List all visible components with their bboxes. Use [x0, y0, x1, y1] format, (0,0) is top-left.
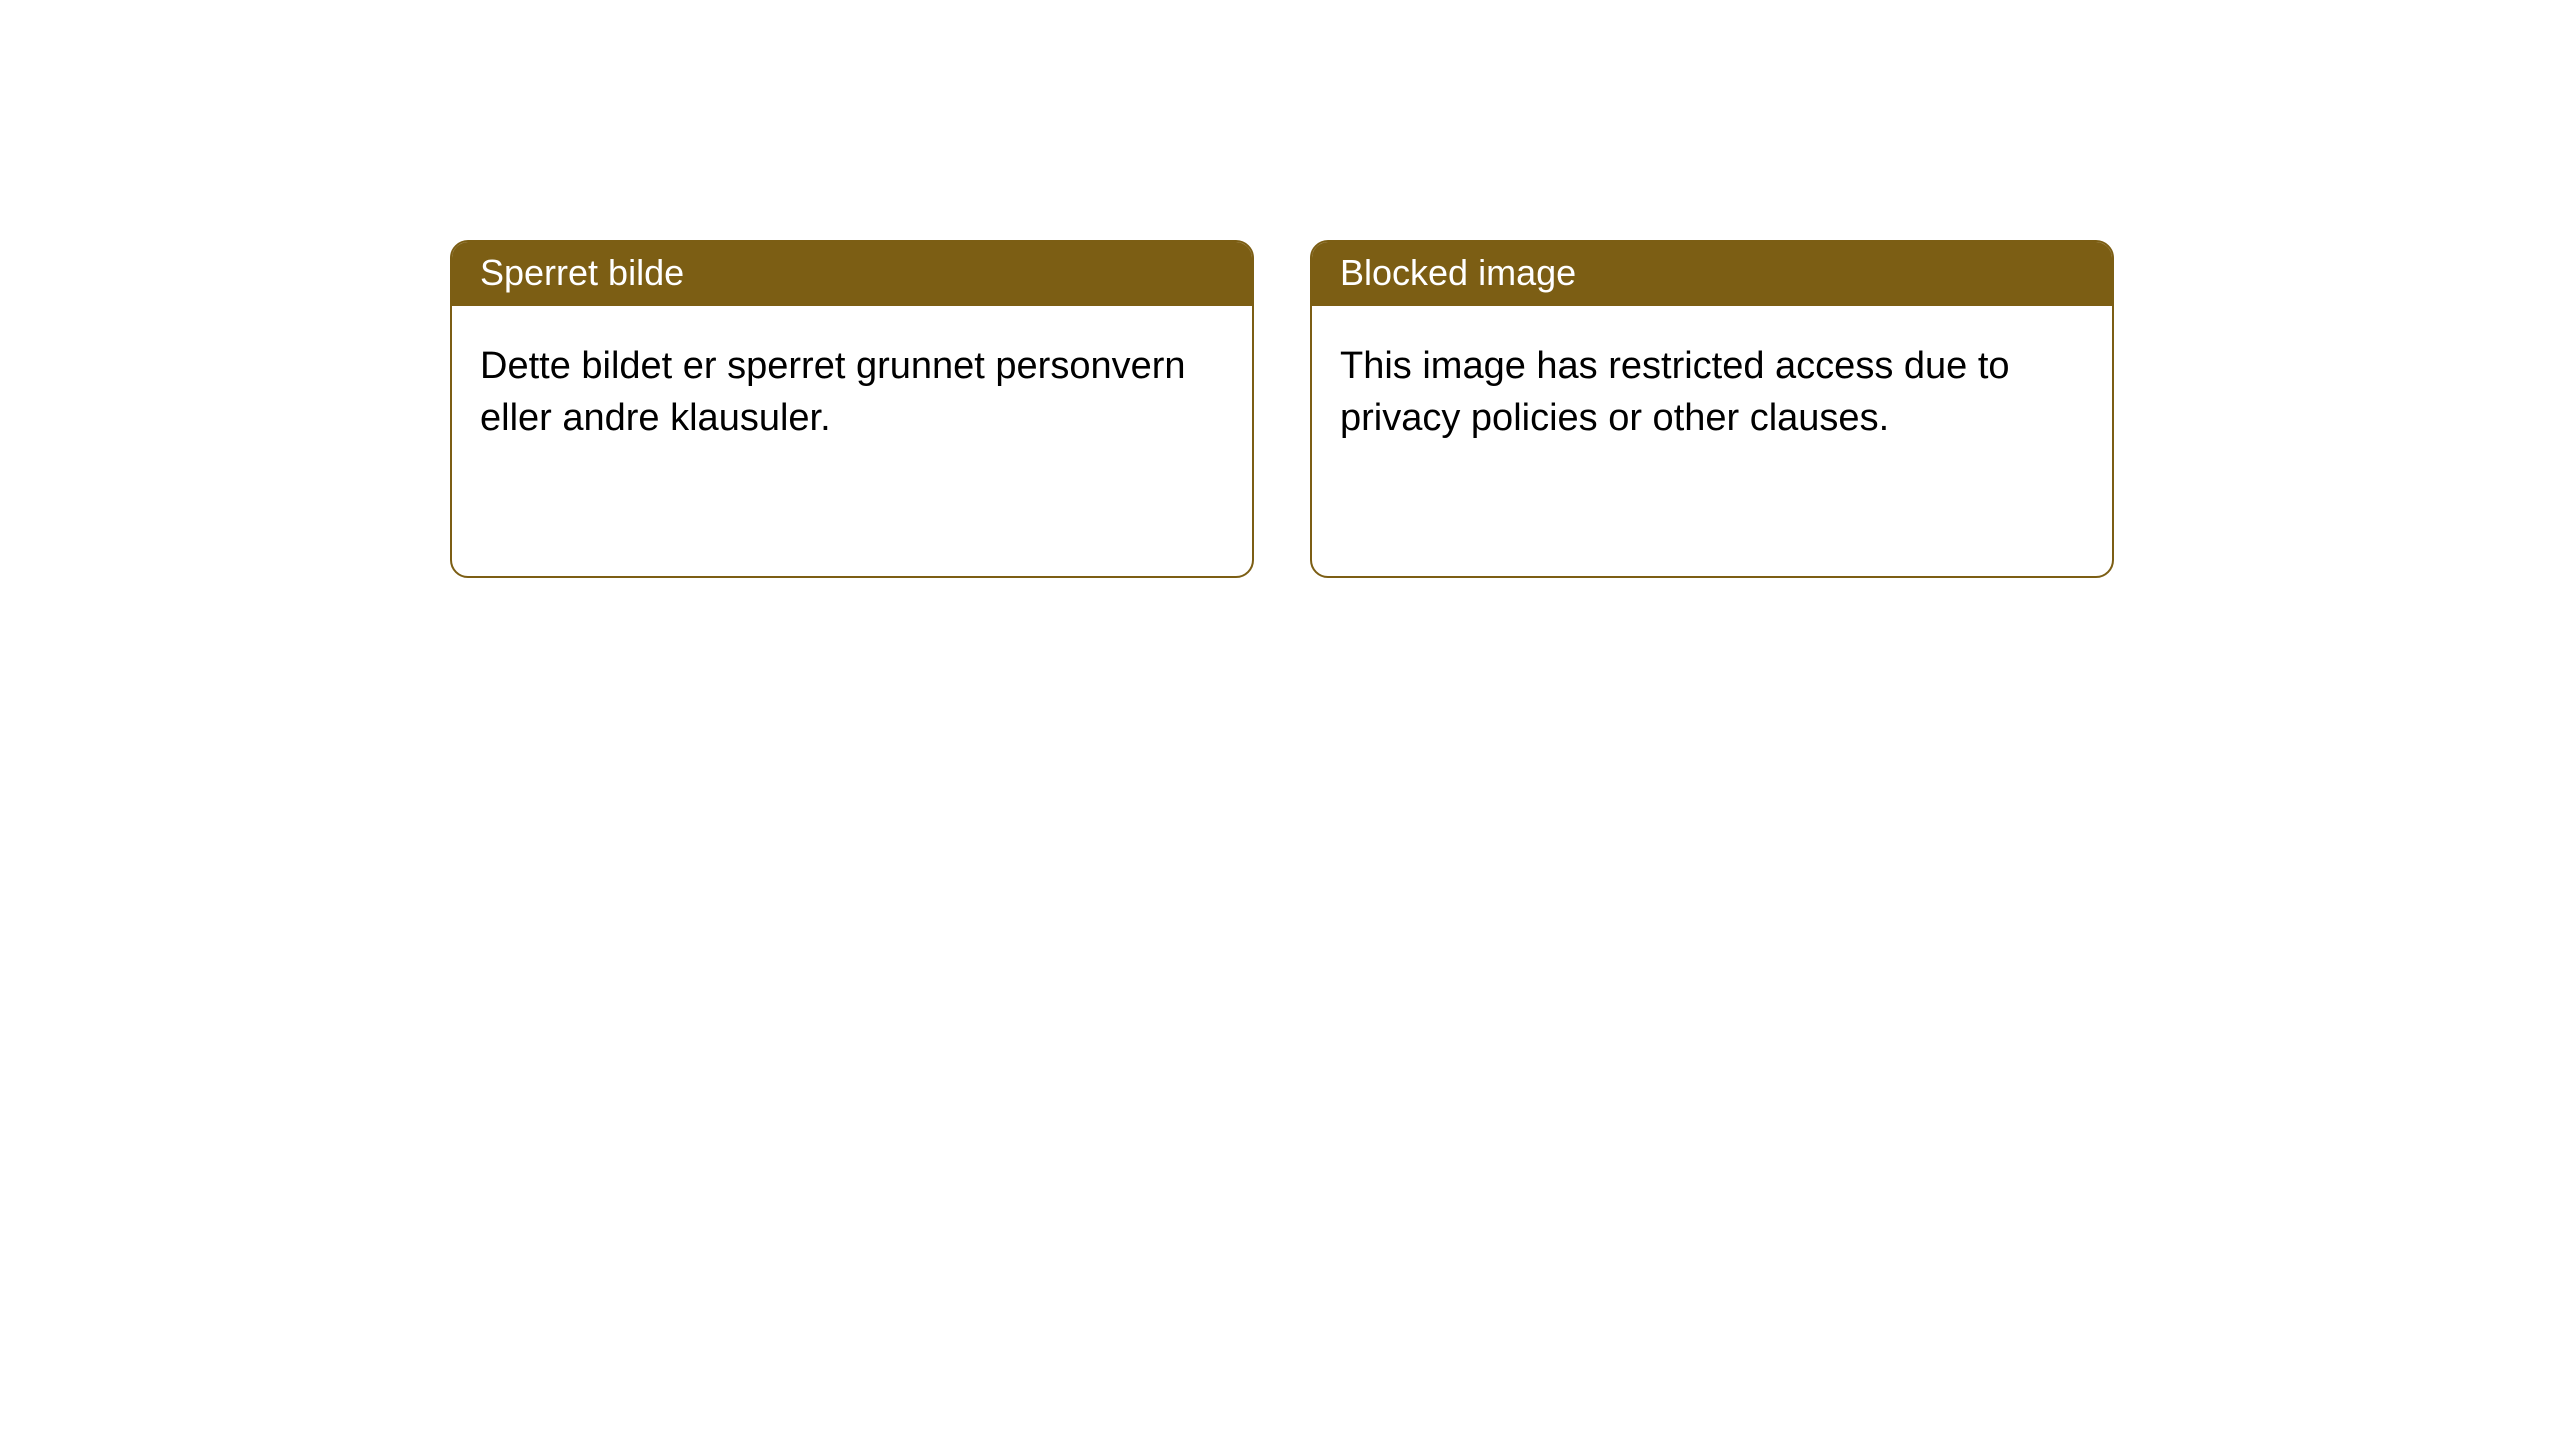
card-title: Blocked image — [1340, 252, 1576, 293]
card-body-text: Dette bildet er sperret grunnet personve… — [480, 345, 1186, 439]
card-body: Dette bildet er sperret grunnet personve… — [452, 306, 1252, 576]
notice-card-english: Blocked image This image has restricted … — [1310, 240, 2114, 578]
notice-cards-container: Sperret bilde Dette bildet er sperret gr… — [450, 240, 2114, 578]
card-body: This image has restricted access due to … — [1312, 306, 2112, 576]
card-title: Sperret bilde — [480, 252, 684, 293]
card-header: Blocked image — [1312, 242, 2112, 306]
card-body-text: This image has restricted access due to … — [1340, 345, 2010, 439]
card-header: Sperret bilde — [452, 242, 1252, 306]
notice-card-norwegian: Sperret bilde Dette bildet er sperret gr… — [450, 240, 1254, 578]
